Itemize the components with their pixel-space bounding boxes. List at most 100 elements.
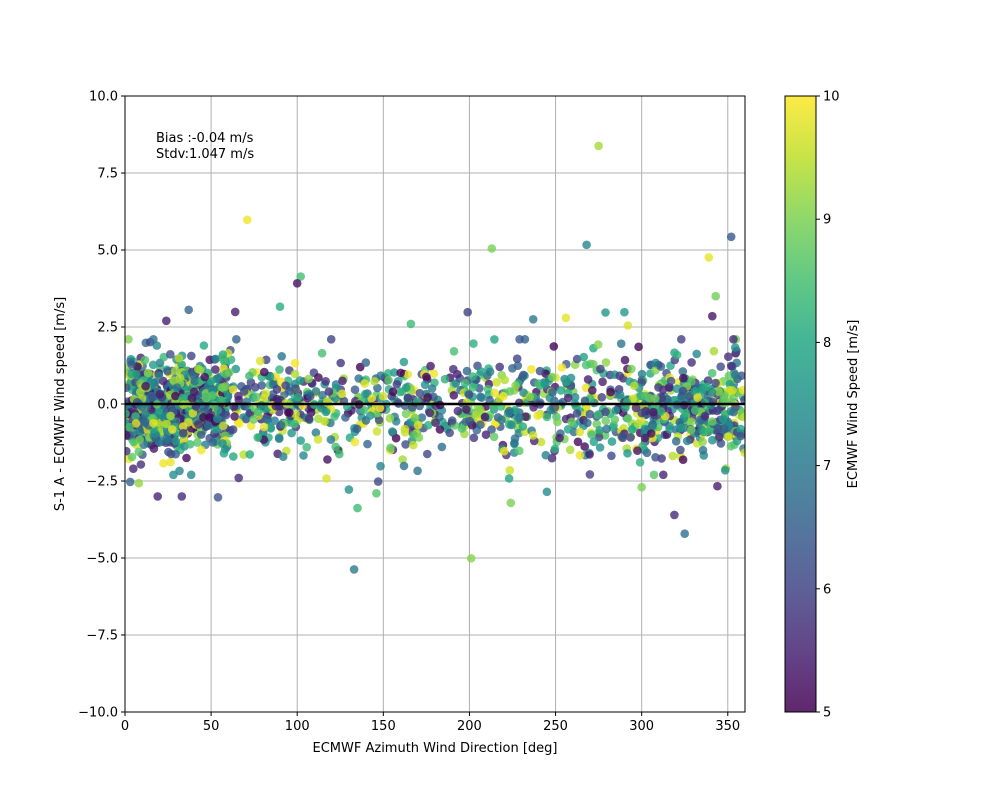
- scatter-point: [152, 341, 162, 350]
- scatter-point: [194, 420, 203, 429]
- stdv-annotation: Stdv:1.047 m/s: [156, 147, 254, 162]
- scatter-point: [197, 445, 206, 455]
- scatter-point: [680, 529, 689, 538]
- scatter-point: [542, 412, 552, 422]
- colorbar-tick-label: 9: [823, 213, 831, 228]
- scatter-point: [505, 466, 515, 475]
- scatter-point: [563, 425, 573, 434]
- y-tick-label: 0.0: [97, 398, 118, 413]
- scatter-point: [606, 387, 615, 397]
- scatter-point: [426, 361, 435, 371]
- scatter-point: [159, 352, 169, 362]
- scatter-point: [698, 437, 707, 447]
- scatter-point: [395, 387, 405, 397]
- y-tick-label: 5.0: [97, 244, 118, 259]
- scatter-point: [464, 390, 474, 399]
- scatter-point: [378, 391, 388, 401]
- scatter-point: [466, 554, 476, 563]
- scatter-point: [487, 244, 497, 253]
- scatter-point: [403, 370, 413, 379]
- scatter-point: [383, 369, 393, 378]
- scatter-point: [649, 407, 658, 417]
- scatter-point: [290, 358, 300, 368]
- scatter-point: [136, 460, 146, 469]
- scatter-point: [476, 420, 485, 430]
- scatter-point: [190, 376, 200, 386]
- y-tick-label: −10.0: [78, 706, 118, 721]
- scatter-point: [162, 316, 171, 326]
- scatter-point: [627, 364, 636, 374]
- x-axis-label: ECMWF Azimuth Wind Direction [deg]: [313, 741, 558, 756]
- scatter-point: [497, 415, 506, 425]
- scatter-point: [135, 435, 144, 445]
- scatter-point: [594, 141, 603, 151]
- scatter-point: [399, 461, 409, 471]
- scatter-point: [361, 389, 370, 399]
- scatter-point: [175, 466, 184, 476]
- scatter-point: [691, 406, 700, 415]
- scatter-point: [724, 352, 733, 362]
- scatter-point: [483, 371, 492, 380]
- scatter-point: [234, 473, 243, 483]
- scatter-point: [232, 335, 241, 344]
- scatter-point: [713, 481, 722, 491]
- scatter-point: [607, 437, 617, 446]
- scatter-point: [206, 377, 216, 386]
- scatter-point: [620, 307, 629, 317]
- scatter-point: [654, 383, 663, 392]
- scatter-point: [447, 416, 457, 425]
- scatter-point: [304, 374, 314, 384]
- scatter-point: [629, 381, 639, 391]
- scatter-point: [153, 492, 162, 501]
- scatter-point: [376, 461, 385, 471]
- scatter-point: [651, 453, 660, 462]
- scatter-point: [159, 459, 168, 468]
- scatter-point: [149, 335, 158, 344]
- scatter-point: [228, 425, 238, 434]
- scatter-point: [274, 434, 284, 444]
- scatter-point: [184, 305, 193, 315]
- scatter-point: [184, 418, 193, 427]
- scatter-point: [449, 391, 459, 400]
- scatter-point: [205, 413, 215, 423]
- scatter-point: [707, 388, 717, 397]
- scatter-point: [341, 413, 350, 422]
- scatter-point: [193, 438, 202, 447]
- scatter-point: [519, 370, 528, 380]
- scatter-point: [290, 419, 299, 429]
- scatter-point: [388, 387, 398, 397]
- scatter-point: [453, 406, 463, 416]
- scatter-point: [155, 390, 165, 399]
- scatter-point: [361, 358, 371, 367]
- scatter-point: [460, 378, 470, 388]
- scatter-point: [373, 383, 382, 393]
- scatter-point: [234, 395, 244, 405]
- scatter-point: [278, 452, 288, 462]
- scatter-point: [154, 371, 164, 380]
- scatter-point: [179, 428, 188, 438]
- scatter-point: [570, 393, 580, 402]
- scatter-point: [403, 393, 413, 403]
- scatter-point: [519, 388, 528, 398]
- colorbar-tick-label: 7: [823, 459, 831, 474]
- scatter-point: [253, 407, 263, 417]
- scatter-point: [637, 369, 647, 379]
- scatter-point: [492, 378, 501, 387]
- scatter-point: [322, 474, 331, 483]
- scatter-point: [168, 425, 177, 434]
- scatter-point: [363, 439, 372, 449]
- scatter-point: [601, 358, 611, 367]
- scatter-point: [518, 422, 528, 431]
- scatter-point: [135, 426, 144, 436]
- scatter-point: [719, 424, 729, 433]
- scatter-point: [708, 311, 717, 321]
- scatter-point: [462, 405, 471, 414]
- scatter-point: [427, 384, 437, 393]
- scatter-point: [326, 435, 336, 444]
- scatter-point: [542, 487, 552, 497]
- scatter-point: [469, 339, 478, 348]
- scatter-point: [257, 381, 267, 390]
- scatter-point: [148, 393, 157, 402]
- scatter-point: [250, 383, 260, 392]
- scatter-point: [565, 445, 575, 455]
